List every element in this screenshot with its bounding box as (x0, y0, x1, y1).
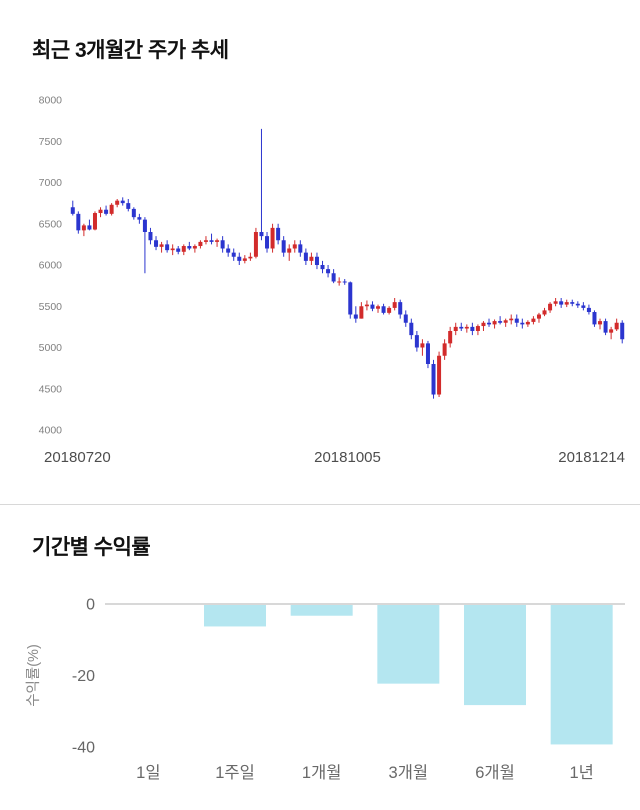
svg-text:6500: 6500 (39, 218, 63, 230)
svg-text:8000: 8000 (39, 95, 63, 107)
svg-text:20181214: 20181214 (558, 449, 625, 466)
svg-text:1개월: 1개월 (302, 763, 342, 782)
price-trend-chart-title: 최근 3개월간 주가 추세 (32, 39, 229, 62)
svg-text:5500: 5500 (39, 301, 63, 313)
svg-text:1일: 1일 (136, 763, 160, 782)
svg-text:수익률(%): 수익률(%) (25, 644, 42, 707)
svg-text:4500: 4500 (39, 383, 63, 395)
svg-text:-40: -40 (72, 740, 95, 757)
svg-text:1년: 1년 (569, 763, 593, 782)
price-candlestick-chart: 8000 7500 7000 6500 6000 5500 5000 4500 4000 2018… (39, 95, 625, 467)
period-returns-bar-chart: 0 -20 -40 1일 1주일 1개월 3개월 6개월 1년 수익률(%) (25, 597, 625, 782)
svg-text:6개월: 6개월 (475, 763, 515, 782)
svg-text:-20: -20 (72, 668, 95, 685)
svg-text:20181005: 20181005 (314, 449, 381, 466)
svg-text:1주일: 1주일 (215, 763, 255, 782)
svg-text:3개월: 3개월 (389, 763, 429, 782)
svg-text:4000: 4000 (39, 425, 63, 437)
svg-text:20180720: 20180720 (44, 449, 111, 466)
svg-text:5000: 5000 (39, 342, 63, 354)
svg-text:6000: 6000 (39, 260, 63, 272)
svg-text:7000: 7000 (39, 177, 63, 189)
period-returns-chart-title: 기간별 수익률 (32, 536, 151, 559)
svg-text:0: 0 (86, 597, 95, 614)
section-divider (0, 504, 640, 505)
svg-text:7500: 7500 (39, 136, 63, 148)
